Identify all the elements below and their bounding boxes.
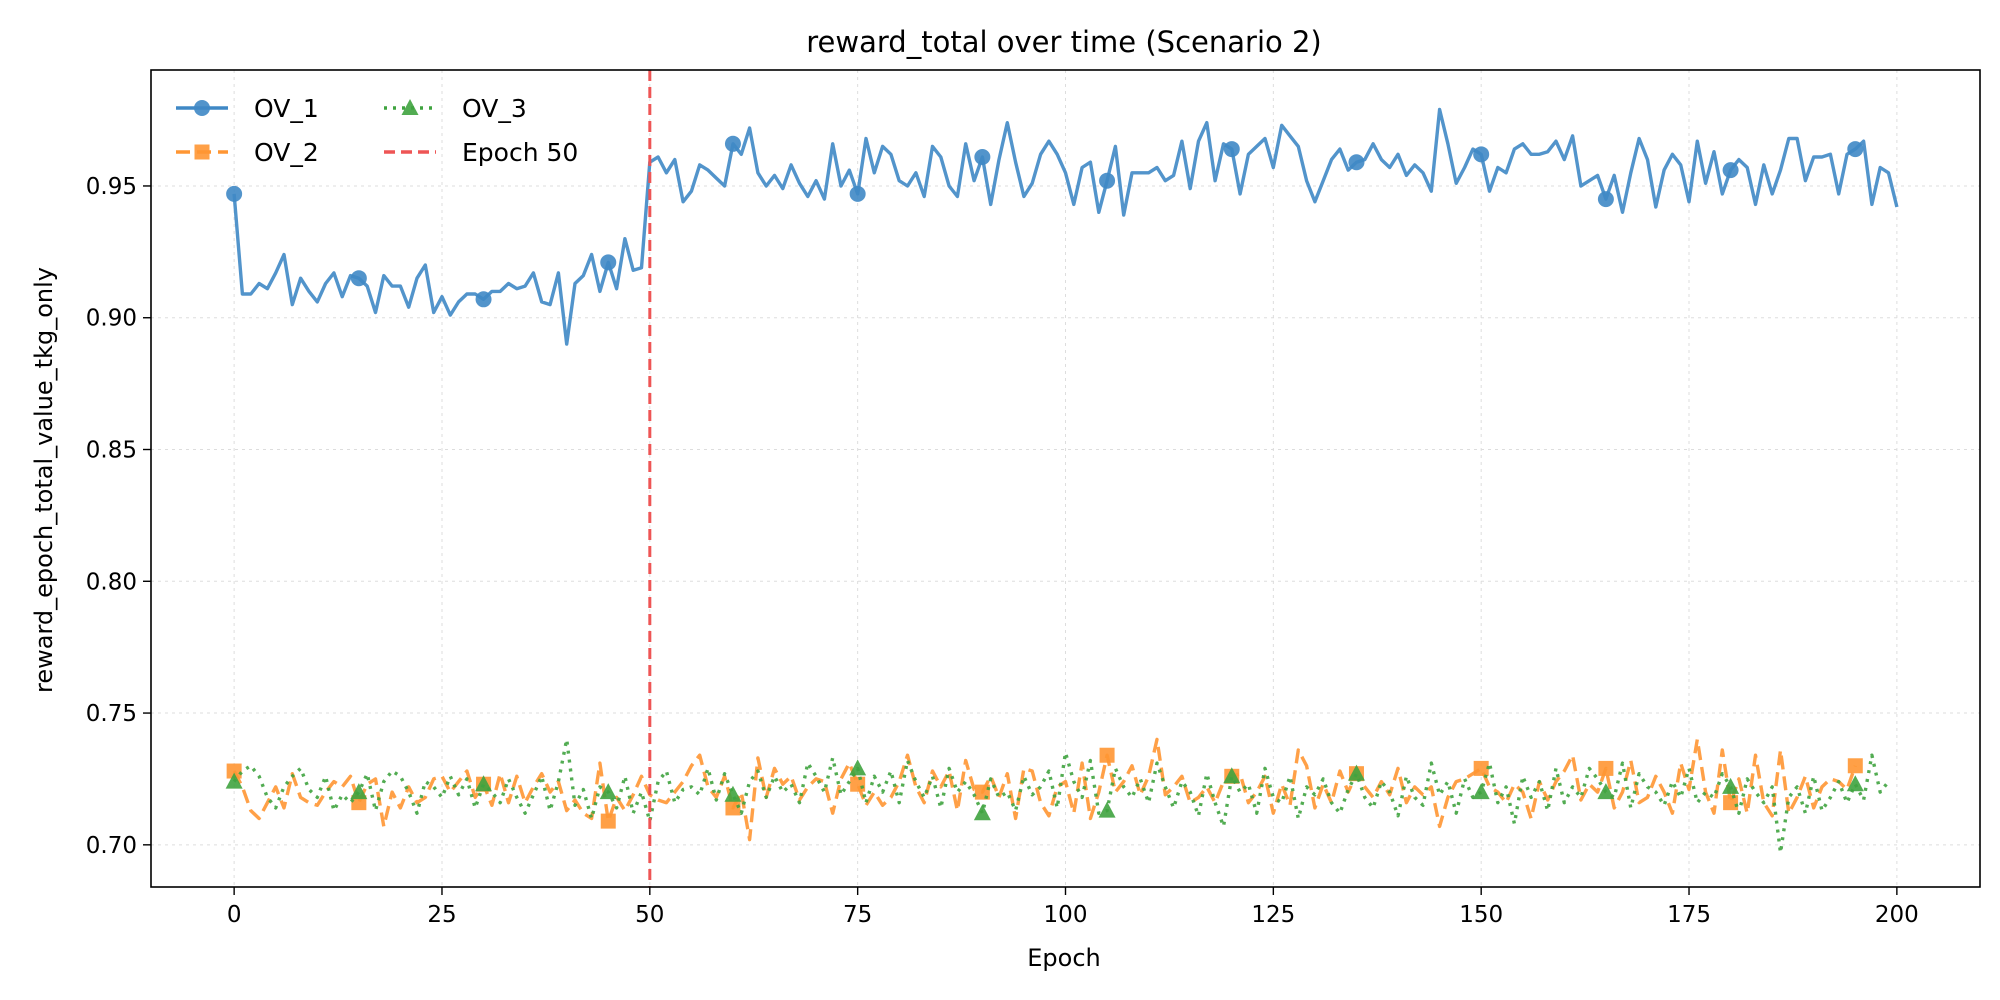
y-tick-label: 0.80: [86, 569, 137, 595]
series-ov-3: [225, 737, 1890, 855]
data-point-marker: [1597, 191, 1614, 208]
data-point-marker: [1722, 162, 1739, 179]
data-point-marker: [599, 783, 617, 800]
data-point-marker: [1347, 764, 1365, 781]
legend-entry: OV_2: [176, 138, 319, 167]
series-line: [232, 737, 1890, 855]
legend-marker-swatch: [194, 100, 210, 116]
data-point-marker: [1099, 172, 1116, 189]
data-point-marker: [973, 804, 991, 821]
data-point-marker: [974, 148, 991, 165]
legend-label: Epoch 50: [462, 138, 578, 167]
data-point-marker: [1846, 775, 1864, 792]
x-tick-label: 200: [1875, 902, 1919, 928]
data-point-marker: [1472, 783, 1490, 800]
data-point-marker: [1223, 141, 1240, 158]
series-line: [232, 107, 1899, 346]
data-point-marker: [1099, 747, 1115, 763]
data-point-marker: [226, 763, 242, 779]
data-point-marker: [724, 135, 741, 152]
x-tick-label: 150: [1459, 902, 1503, 928]
x-tick-label: 175: [1667, 902, 1711, 928]
grid-lines: [151, 70, 1980, 887]
x-tick-label: 100: [1044, 902, 1088, 928]
data-point-marker: [724, 785, 742, 802]
x-tick-label: 50: [635, 902, 664, 928]
data-point-marker: [1473, 146, 1490, 163]
data-point-marker: [350, 270, 367, 287]
legend-marker-swatch: [194, 144, 210, 160]
y-tick-label: 0.75: [86, 701, 137, 727]
data-point-marker: [1348, 154, 1365, 171]
data-point-marker: [1598, 760, 1614, 776]
y-axis-label: reward_epoch_total_value_tkg_only: [30, 267, 58, 693]
x-tick-label: 25: [427, 902, 456, 928]
data-point-marker: [1723, 795, 1739, 811]
legend-entry: Epoch 50: [384, 138, 578, 167]
x-tick-label: 125: [1251, 902, 1295, 928]
data-point-marker: [849, 185, 866, 202]
y-tick-label: 0.85: [86, 438, 137, 464]
data-point-marker: [350, 783, 368, 800]
plot-area: [225, 70, 1899, 887]
data-point-marker: [475, 291, 492, 308]
data-point-marker: [225, 772, 243, 789]
legend-label: OV_2: [254, 138, 319, 167]
data-point-marker: [1722, 777, 1740, 794]
data-point-marker: [849, 759, 867, 776]
legend-label: OV_1: [254, 94, 319, 123]
y-tick-label: 0.70: [86, 833, 137, 859]
data-point-marker: [1597, 783, 1615, 800]
data-point-marker: [475, 775, 493, 792]
x-axis-label: Epoch: [1027, 944, 1101, 972]
data-point-marker: [226, 185, 243, 202]
data-point-marker: [1223, 767, 1241, 784]
legend-label: OV_3: [462, 94, 527, 123]
data-point-marker: [1847, 758, 1863, 774]
data-point-marker: [1098, 801, 1116, 818]
data-point-marker: [1847, 141, 1864, 158]
chart-title: reward_total over time (Scenario 2): [806, 25, 1321, 59]
series-line: [232, 737, 1857, 842]
series-ov-1: [226, 107, 1899, 346]
legend-entry: OV_3: [384, 94, 527, 123]
data-point-marker: [1473, 760, 1489, 776]
data-point-marker: [850, 776, 866, 792]
series-ov-2: [226, 737, 1863, 842]
x-axis: 0 25 50 75 100 125 150 175 200: [227, 887, 1919, 928]
y-tick-label: 0.90: [86, 306, 137, 332]
data-point-marker: [600, 254, 617, 271]
legend: OV_1 OV_2 OV_3 Epoch 50: [176, 94, 578, 167]
data-point-marker: [600, 813, 616, 829]
x-tick-label: 75: [843, 902, 872, 928]
y-tick-label: 0.95: [86, 174, 137, 200]
y-axis: 0.70 0.75 0.80 0.85 0.90 0.95: [86, 174, 151, 859]
data-point-marker: [725, 800, 741, 816]
x-tick-label: 0: [227, 902, 242, 928]
legend-marker-swatch: [401, 99, 419, 115]
legend-entry: OV_1: [176, 94, 319, 123]
